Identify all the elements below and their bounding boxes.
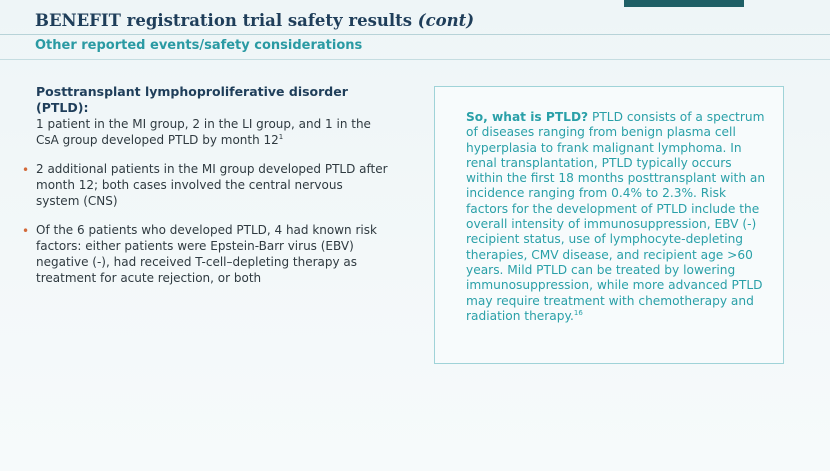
bullet-icon: • (22, 224, 30, 238)
page-subtitle: Other reported events/safety considerati… (35, 38, 363, 53)
ptld-info-text: So, what is PTLD? PTLD consists of a spe… (466, 110, 771, 324)
ptld-info-body: PTLD consists of a spectrum of diseases … (466, 110, 766, 323)
bullet-icon: • (22, 163, 30, 177)
ptld-info-lead: So, what is PTLD? (466, 110, 589, 124)
bullet-text: 2 additional patients in the MI group de… (36, 162, 388, 208)
bullet-item: • Of the 6 patients who developed PTLD, … (22, 222, 388, 286)
ptld-heading: Posttransplant lymphoproliferative disor… (36, 84, 348, 115)
reference-marker: 16 (573, 308, 583, 317)
title-cont: (cont) (417, 11, 475, 30)
ptld-intro: 1 patient in the MI group, 2 in the LI g… (36, 116, 388, 148)
ptld-summary: Posttransplant lymphoproliferative disor… (22, 84, 388, 299)
subtitle-divider (0, 59, 830, 60)
title-main: BENEFIT registration trial safety result… (35, 11, 418, 30)
title-divider (0, 34, 830, 35)
bullet-text: Of the 6 patients who developed PTLD, 4 … (36, 223, 377, 285)
header-accent-bar (624, 0, 744, 7)
bullet-item: • 2 additional patients in the MI group … (22, 161, 388, 209)
ptld-info-box: So, what is PTLD? PTLD consists of a spe… (434, 86, 784, 364)
reference-marker: 1 (278, 133, 284, 141)
ptld-intro-block: Posttransplant lymphoproliferative disor… (36, 84, 388, 148)
page-title: BENEFIT registration trial safety result… (35, 11, 474, 30)
ptld-intro-text: 1 patient in the MI group, 2 in the LI g… (36, 117, 371, 147)
